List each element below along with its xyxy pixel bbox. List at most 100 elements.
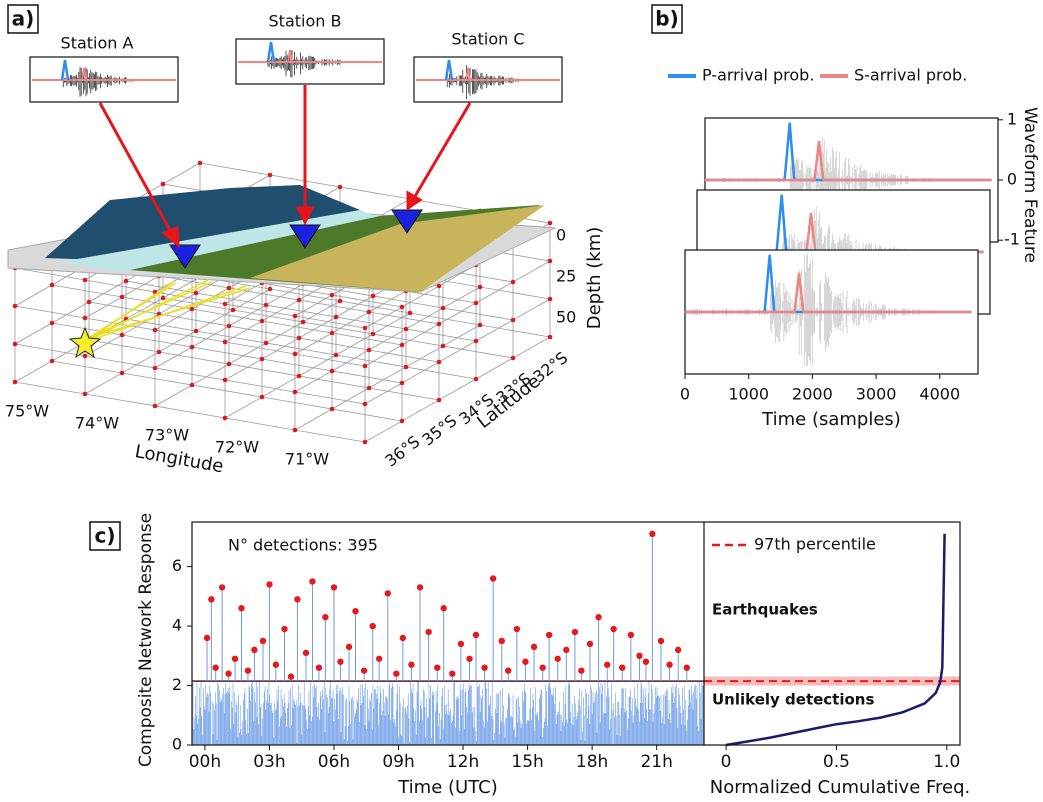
detection [393,670,400,677]
grid-node [440,305,446,311]
grid-node [300,319,306,325]
grid-node [226,285,232,291]
detection [309,578,316,585]
grid-node [152,403,158,409]
grid-node [82,315,88,321]
grid-node [49,282,55,288]
legend-label: P-arrival prob. [702,66,814,85]
grid-node [329,406,335,412]
detection [203,634,211,642]
grid-line-3d [14,267,366,329]
grid-node [510,279,516,285]
detection [225,670,232,677]
detection-panel: 0 2 4 6 00h 03h 06h 09h 12h 15h 18h 21h 0 0.5 1.0 Time … [136,513,970,798]
station-label: Station B [269,12,342,31]
detection [266,581,273,588]
x-axis-label: Normalized Cumulative Freq. [710,777,971,798]
x-tick-label: 03h [253,752,285,772]
grid-node [436,359,442,365]
detection [603,661,611,668]
grid-node [222,301,228,307]
x-tick-label: 0 [721,752,732,772]
x-tick-label: 15h [511,752,543,772]
x-tick-label: 18h [576,752,608,772]
detection [466,655,473,662]
inset-s-prob [81,67,87,81]
annotation: N° detections: 395 [228,536,378,555]
detection [231,655,239,662]
grid-line-3d [162,297,514,359]
detection [505,667,512,674]
detection [315,664,323,671]
y-axis-label: Composite Network Response [136,513,156,767]
x-axis-label: Longitude [133,441,225,477]
grid-node [82,277,88,283]
y2-tick-label: -1 [1004,230,1020,249]
annotation: Earthquakes [712,601,818,619]
grid-node [292,351,298,357]
grid-node [403,326,409,332]
detection [345,643,353,651]
grid-node [547,220,553,226]
detection [416,584,424,591]
grid-node [82,391,88,397]
grid-node [119,370,125,376]
detection [657,637,665,645]
grid-node [226,323,232,329]
inset-p-prob [266,41,276,63]
grid-node [296,297,302,303]
longitude-tick-label: 72°W [215,438,259,457]
grid-node [399,418,405,424]
noise [192,681,704,745]
grid-node [267,286,273,292]
grid-node [366,347,372,353]
grid-node [152,365,158,371]
depth-tick-label: 0 [556,226,566,245]
grid-node [119,294,125,300]
detection [586,640,594,648]
grid-node [333,314,339,320]
grid-node [156,349,162,355]
detection [642,658,650,665]
detection [522,658,529,665]
grid-node [473,338,479,344]
grid-node [473,300,479,306]
panel-label: c) [95,524,116,548]
panel-label: a) [12,7,35,31]
detection [238,605,245,612]
grid-node [370,293,376,299]
grid-node [160,295,166,301]
x-tick-label: 3000 [856,385,897,404]
grid-node [222,377,228,383]
detection [259,637,267,645]
x-tick-label: 1000 [728,385,769,404]
detection [513,625,521,633]
grid-node [292,389,298,395]
inset-s-prob [287,49,293,63]
grid-node [436,321,442,327]
grid-node [436,397,442,403]
detection [449,670,456,677]
y2-axis-label: Waveform Feature [1020,107,1040,263]
grid-node [362,439,368,445]
depth-tick-label: 50 [556,308,576,327]
grid-node [440,343,446,349]
grid-node [510,355,516,361]
cdf-line [725,533,946,747]
inset-p-prob [60,59,70,81]
grid-line-3d [84,288,271,395]
x-tick-label: 12h [447,752,479,772]
grid-node [160,181,166,187]
grid-line-3d [125,318,477,380]
annotation: Unlikely detections [712,691,874,709]
grid-line-3d [88,339,440,401]
grid-node [547,296,553,302]
grid-node [230,307,236,313]
mountains [250,205,545,292]
detection [399,634,407,642]
grid-node [123,278,129,284]
longitude-tick-label: 75°W [5,402,49,421]
grid-line-3d [125,280,477,342]
grid-node [329,292,335,298]
grid-line-3d [51,284,403,346]
